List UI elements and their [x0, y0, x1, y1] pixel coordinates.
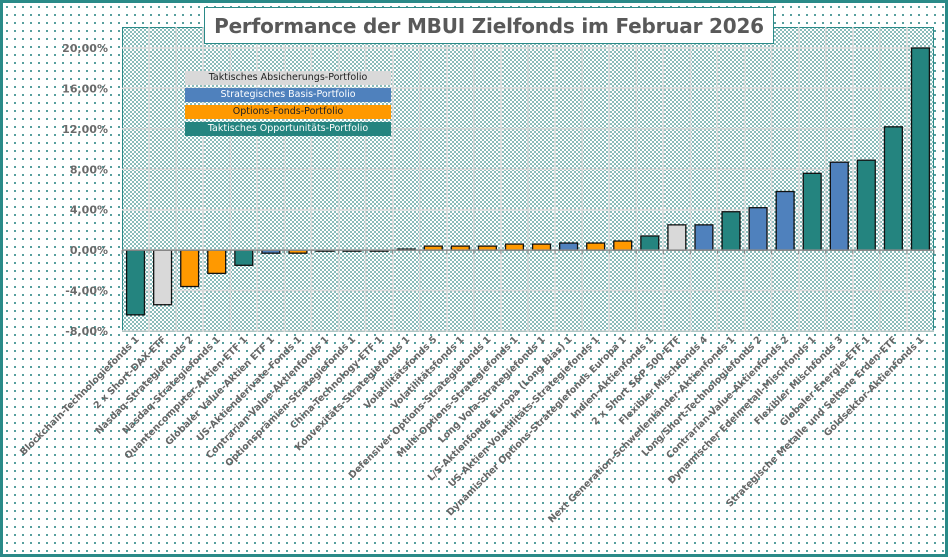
y-tick-label: 4,00% [70, 204, 108, 217]
legend-item-basis: Strategisches Basis-Portfolio [185, 88, 391, 102]
x-axis-labels: Blockchain-Technologiefonds 12 x Short-D… [18, 334, 927, 525]
y-axis-ticks: 20,00% 16,00% 12,00% 8,00% 4,00% 0,00% -4,00% -… [62, 42, 108, 338]
bar [748, 207, 768, 251]
y-tick-label: 12,00% [62, 123, 108, 136]
chart-title: Performance der MBUI Zielfonds im Februa… [204, 7, 774, 44]
bar [207, 249, 227, 275]
x-tick-label: Blockchain-Technologiefonds 1 [18, 334, 142, 458]
y-tick-label: -4,00% [65, 285, 108, 298]
y-tick-label: 0,00% [70, 244, 108, 257]
y-tick-label: -8,00% [65, 325, 108, 338]
bar [180, 249, 200, 288]
bar [613, 240, 633, 251]
y-tick-label: 8,00% [70, 163, 108, 176]
bar [640, 235, 660, 251]
bar [775, 190, 795, 251]
gridlines [122, 27, 934, 332]
bar [667, 224, 687, 251]
bar [586, 242, 606, 251]
bar [559, 242, 579, 251]
bar [234, 249, 254, 266]
bar [504, 243, 525, 251]
y-tick-label: 20,00% [62, 42, 108, 55]
y-tick-label: 16,00% [62, 82, 108, 95]
bar [721, 211, 741, 251]
legend-item-opportunitaet: Taktisches Opportunitäts-Portfolio [185, 122, 391, 136]
zero-axis [121, 249, 935, 255]
bar [883, 126, 903, 251]
bar [694, 224, 714, 251]
bar [153, 249, 173, 306]
bar [829, 161, 849, 251]
legend-item-absicherung: Taktisches Absicherungs-Portfolio [185, 71, 391, 85]
bar [856, 159, 876, 251]
x-tick-label: Goldsektor-Aktienfonds 1 [822, 334, 927, 439]
bar [802, 172, 822, 251]
legend-item-options: Options-Fonds-Portfolio [185, 105, 391, 119]
bar [531, 243, 552, 251]
bar [910, 47, 931, 251]
bar [125, 249, 146, 316]
bars [125, 47, 931, 316]
